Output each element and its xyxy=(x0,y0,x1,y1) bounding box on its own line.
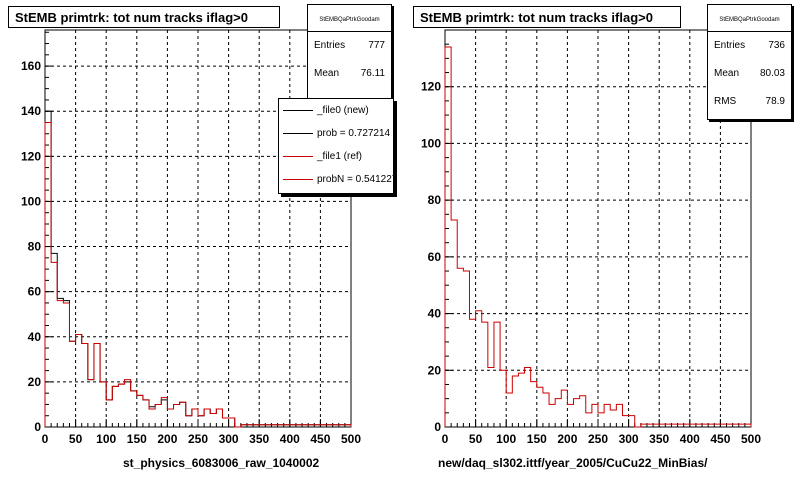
legend-entry-prob: prob = 0.727214 xyxy=(279,122,393,145)
x-tick-label: 350 xyxy=(249,432,269,446)
x-tick-label: 150 xyxy=(127,432,147,446)
x-tick-label: 500 xyxy=(741,432,761,446)
x-tick-label: 200 xyxy=(157,432,177,446)
histogram-plot-right: 0 50 100 150 200 250 300 350 400 450 500 0 20 40 60 80 1… xyxy=(421,29,761,446)
x-tick-label: 100 xyxy=(496,432,516,446)
y-tick-label: 40 xyxy=(428,307,442,321)
x-tick-label: 50 xyxy=(69,432,83,446)
stats-row-mean: Mean 76.11 xyxy=(308,60,391,88)
plot-title: StEMB primtrk: tot num tracks iflag>0 xyxy=(8,6,280,28)
y-tick-label: 0 xyxy=(434,420,441,434)
legend-label: _file1 (ref) xyxy=(317,151,363,162)
stats-box: StEMBQaPtrkGoodam Entries 777 Mean 76.11 xyxy=(307,4,392,100)
x-tick-label: 150 xyxy=(527,432,547,446)
y-tick-label: 0 xyxy=(34,420,41,434)
stats-value: 76.11 xyxy=(360,68,385,79)
legend-swatch xyxy=(283,133,313,134)
legend-label: prob = 0.727214 xyxy=(317,128,391,139)
x-tick-label: 250 xyxy=(588,432,608,446)
stats-value: 736 xyxy=(768,40,785,51)
legend-swatch xyxy=(283,156,313,157)
plot-title: StEMB primtrk: tot num tracks iflag>0 xyxy=(413,6,681,28)
y-tick-label: 100 xyxy=(21,194,41,208)
x-tick-label: 0 xyxy=(42,432,49,446)
histogram-series--file1-ref- xyxy=(44,121,352,428)
histogram-plot-left: 0 50 100 150 200 250 300 350 400 450 500 0 20 40 60 80 1… xyxy=(21,29,361,446)
y-tick-label: 60 xyxy=(428,250,442,264)
y-tick-label: 140 xyxy=(21,104,41,118)
legend: _file0 (new) prob = 0.727214 _file1 (ref… xyxy=(278,98,394,194)
x-axis-title: new/daq_sl302.ittf/year_2005/CuCu22_MinB… xyxy=(438,456,708,470)
stats-header: StEMBQaPtrkGoodam xyxy=(708,5,791,32)
y-tick-label: 40 xyxy=(28,330,42,344)
stats-row-entries: Entries 736 xyxy=(708,32,791,60)
legend-label: _file0 (new) xyxy=(317,105,369,116)
stats-header: StEMBQaPtrkGoodam xyxy=(308,5,391,32)
stats-row-mean: Mean 80.03 xyxy=(708,60,791,88)
legend-entry-file1: _file1 (ref) xyxy=(279,145,393,168)
x-tick-label: 50 xyxy=(469,432,483,446)
stats-value: 80.03 xyxy=(759,68,785,79)
legend-entry-file0: _file0 (new) xyxy=(279,99,393,122)
y-tick-label: 120 xyxy=(21,149,41,163)
stats-label: RMS xyxy=(714,96,737,107)
stats-label: Mean xyxy=(314,68,340,79)
x-tick-label: 100 xyxy=(96,432,116,446)
x-tick-label: 500 xyxy=(341,432,361,446)
x-tick-label: 250 xyxy=(188,432,208,446)
x-tick-label: 200 xyxy=(557,432,577,446)
legend-label: probN = 0.541227 xyxy=(317,174,394,185)
x-tick-label: 400 xyxy=(680,432,700,446)
legend-swatch xyxy=(283,110,313,111)
y-tick-label: 20 xyxy=(28,375,42,389)
x-tick-label: 0 xyxy=(442,432,449,446)
x-tick-label: 450 xyxy=(310,432,330,446)
x-tick-label: 350 xyxy=(649,432,669,446)
y-tick-label: 160 xyxy=(21,59,41,73)
y-tick-label: 20 xyxy=(428,363,442,377)
stats-label: Entries xyxy=(314,40,346,51)
legend-swatch xyxy=(283,179,313,180)
stats-row-entries: Entries 777 xyxy=(308,32,391,60)
histogram-series-stembqaptrkgoodam xyxy=(444,46,752,428)
stats-label: Mean xyxy=(714,68,740,79)
y-tick-label: 120 xyxy=(421,80,441,94)
y-tick-label: 80 xyxy=(28,240,42,254)
y-tick-label: 100 xyxy=(421,136,441,150)
stats-value: 777 xyxy=(368,40,385,51)
histogram-pad-right: 0 50 100 150 200 250 300 350 400 450 500 0 20 40 60 80 1… xyxy=(400,0,800,480)
y-tick-label: 80 xyxy=(428,193,442,207)
x-tick-label: 450 xyxy=(710,432,730,446)
stats-row-rms: RMS 78.9 xyxy=(708,88,791,116)
y-tick-label: 60 xyxy=(28,285,42,299)
stats-box: StEMBQaPtrkGoodam Entries 736 Mean 80.03… xyxy=(707,4,792,120)
x-tick-label: 300 xyxy=(219,432,239,446)
stats-label: Entries xyxy=(714,40,746,51)
histogram-pad-left: 0 50 100 150 200 250 300 350 400 450 500 0 20 40 60 80 1… xyxy=(8,4,394,470)
stats-value: 78.9 xyxy=(765,96,785,107)
legend-entry-probn: probN = 0.541227 xyxy=(279,168,393,191)
x-tick-label: 400 xyxy=(280,432,300,446)
x-tick-label: 300 xyxy=(619,432,639,446)
x-axis-title: st_physics_6083006_raw_1040002 xyxy=(123,456,320,470)
